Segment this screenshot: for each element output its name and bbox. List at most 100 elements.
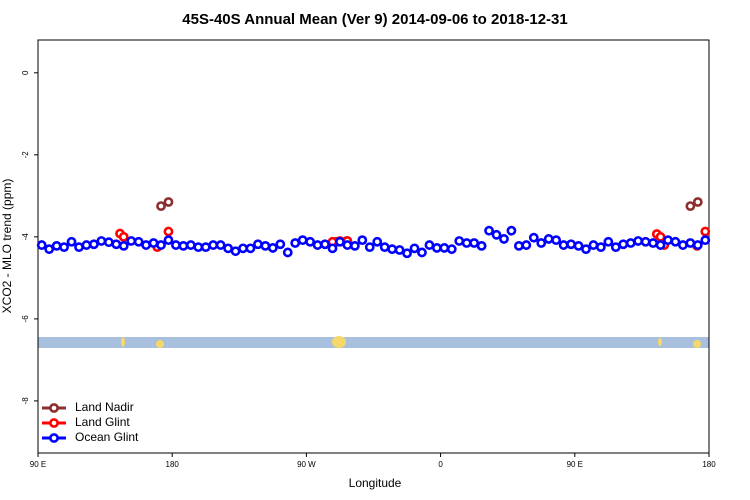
point (469, 238, 480, 248)
point (178, 240, 189, 251)
point (484, 225, 494, 236)
y-axis-label: XCO2 - MLO trend (ppm) (0, 179, 14, 314)
point (36, 240, 47, 250)
series-points (36, 225, 711, 259)
point (215, 240, 226, 250)
point (96, 236, 107, 246)
point (267, 243, 278, 253)
land-patch (121, 337, 125, 347)
point (260, 240, 271, 251)
point (588, 240, 599, 250)
x-axis-label: Longitude (349, 476, 402, 490)
point (156, 201, 166, 212)
point (282, 247, 293, 258)
land-strip (38, 336, 709, 348)
legend-marker (49, 418, 59, 428)
point (663, 235, 673, 246)
point (118, 240, 129, 251)
point (185, 240, 196, 250)
point (59, 242, 69, 253)
point (424, 240, 435, 250)
land-patch (156, 340, 164, 348)
point (335, 236, 345, 247)
point (44, 244, 55, 255)
point (439, 243, 450, 253)
point (685, 238, 696, 248)
legend-label: Land Nadir (75, 400, 134, 414)
point (342, 240, 353, 250)
point (349, 240, 360, 251)
point (461, 238, 472, 248)
point (566, 239, 576, 250)
point (297, 235, 308, 246)
point (126, 236, 137, 246)
point (446, 244, 457, 255)
point (499, 234, 509, 244)
point (163, 235, 174, 246)
point (148, 238, 159, 248)
point (402, 248, 412, 259)
point (245, 243, 256, 254)
legend-label: Ocean Glint (75, 430, 139, 444)
point (238, 243, 248, 254)
point (372, 236, 383, 247)
point (692, 240, 703, 250)
point (648, 238, 658, 248)
point (476, 240, 487, 251)
point (51, 240, 62, 251)
point (573, 240, 584, 251)
chart-title: 45S-40S Annual Mean (Ver 9) 2014-09-06 t… (182, 11, 567, 28)
point (230, 246, 241, 257)
x-tick-label: 90 E (30, 460, 46, 469)
point (171, 240, 181, 250)
point (200, 242, 211, 253)
x-tick-label: 180 (166, 460, 180, 469)
ocean-band (38, 337, 709, 348)
point (454, 236, 465, 246)
point (394, 245, 405, 255)
y-tick-label: -8 (21, 397, 30, 405)
point (595, 242, 606, 253)
point (431, 243, 442, 253)
point (506, 225, 517, 236)
point (133, 236, 144, 247)
point (163, 197, 174, 207)
x-tick-label: 0 (438, 460, 443, 469)
point (305, 236, 316, 247)
point (700, 226, 711, 237)
point (513, 240, 524, 251)
point (312, 240, 323, 250)
point (700, 235, 711, 246)
point (670, 236, 681, 247)
point (379, 242, 390, 253)
point (156, 240, 166, 250)
point (118, 231, 129, 242)
point (409, 243, 420, 254)
point (327, 243, 338, 254)
point (610, 242, 621, 253)
point (678, 240, 688, 250)
point (364, 242, 375, 253)
point (640, 236, 651, 247)
point (491, 229, 502, 240)
land-patch (658, 338, 662, 346)
point (633, 236, 644, 246)
point (89, 239, 99, 250)
point (625, 238, 636, 248)
point (111, 239, 122, 250)
point (320, 239, 330, 250)
point (74, 242, 84, 253)
x-tick-label: 90 E (567, 460, 583, 469)
legend-marker (49, 403, 59, 413)
point (290, 238, 301, 248)
y-tick-label: -4 (21, 233, 30, 241)
y-tick-label: 0 (21, 70, 30, 75)
point (417, 247, 427, 258)
point (521, 240, 532, 250)
point (387, 244, 398, 255)
point (66, 236, 77, 247)
land-patch (693, 340, 701, 348)
point (103, 237, 114, 248)
